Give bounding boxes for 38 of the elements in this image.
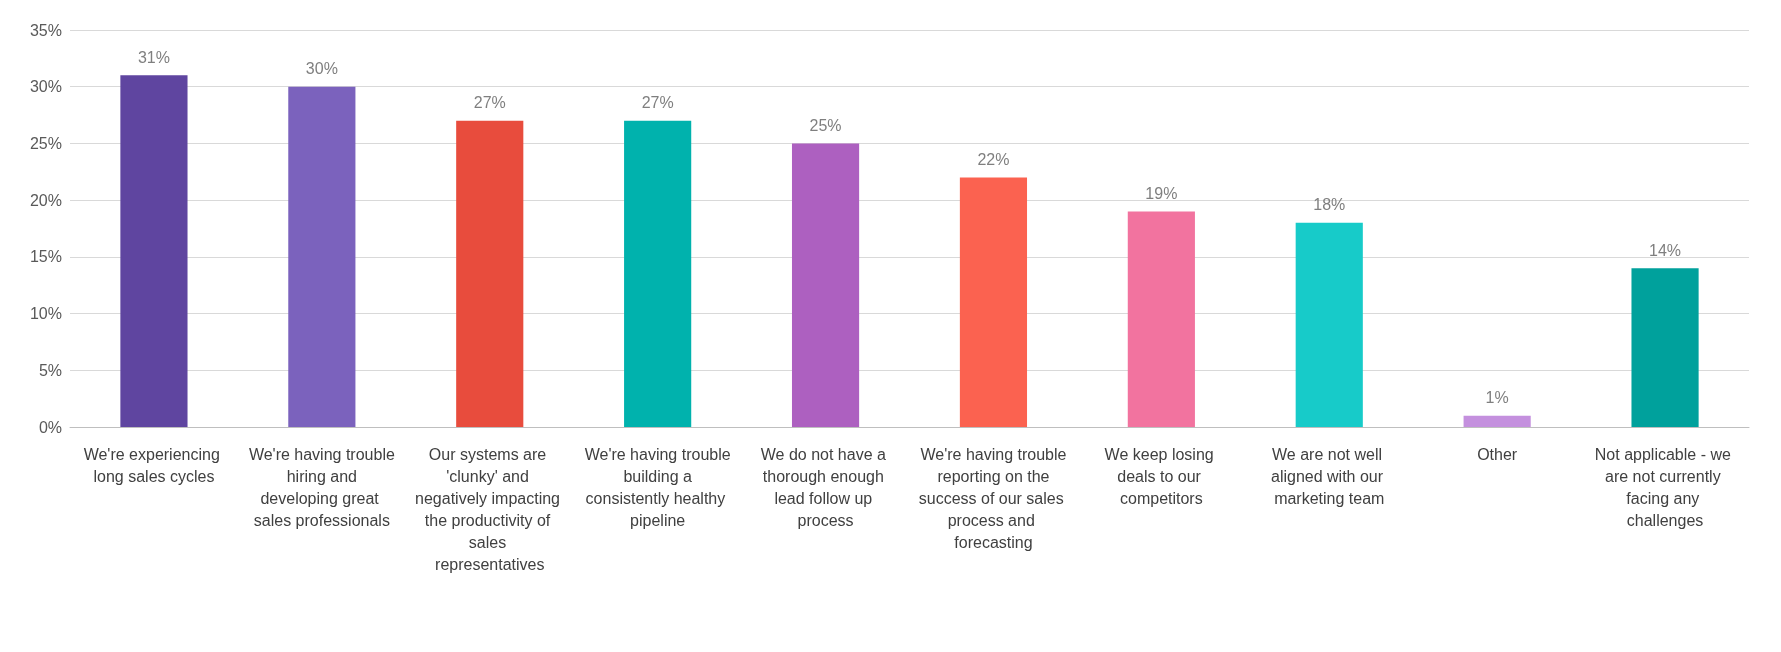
bar [120, 75, 188, 427]
data-label: 18% [1313, 196, 1346, 214]
bar [288, 86, 356, 427]
data-label: 14% [1649, 241, 1682, 259]
bar [1463, 415, 1531, 427]
data-label: 27% [473, 94, 506, 112]
data-label: 27% [641, 94, 674, 112]
y-tick-label: 20% [29, 191, 62, 209]
data-label: 30% [305, 60, 338, 78]
x-tick-label: Our systems are 'clunky' and negatively impacting the productivity of sales representatives [415, 445, 565, 573]
x-tick-label: We're having trouble reporting on the success of our sales process and forecasting [918, 445, 1069, 551]
x-tick-label: We're having trouble building a consistently healthy pipeline [584, 445, 731, 529]
data-label: 31% [137, 48, 170, 66]
bar [624, 120, 692, 427]
x-tick-label: We are not well aligned with our marketing team [1270, 445, 1388, 507]
x-tick-label: We do not have a thorough enough lead follow up process [760, 445, 891, 529]
y-tick-label: 35% [29, 21, 62, 39]
data-label: 22% [977, 150, 1010, 168]
bar [1127, 211, 1195, 427]
y-tick-label: 15% [29, 248, 62, 266]
data-label: 19% [1145, 184, 1178, 202]
x-tick-label: We're having trouble hiring and developing great sales professionals [248, 445, 395, 529]
x-tick-label: Not applicable - we are not currently facing any challenges [1594, 445, 1736, 529]
y-tick-label: 5% [38, 361, 62, 379]
bar [959, 177, 1028, 427]
bar [1295, 222, 1363, 427]
y-tick-label: 25% [29, 134, 62, 152]
y-tick-label: 30% [29, 78, 62, 96]
x-tick-label: Other [1477, 445, 1518, 463]
x-tick-label: We keep losing deals to our competitors [1104, 445, 1219, 507]
bar [456, 120, 524, 427]
y-tick-label: 10% [29, 305, 62, 323]
x-tick-label: We're experiencing long sales cycles [83, 445, 225, 485]
y-tick-label: 0% [38, 418, 62, 436]
data-label: 1% [1485, 389, 1509, 407]
bar [791, 143, 860, 427]
data-label: 25% [809, 116, 842, 134]
bar [1631, 268, 1699, 427]
